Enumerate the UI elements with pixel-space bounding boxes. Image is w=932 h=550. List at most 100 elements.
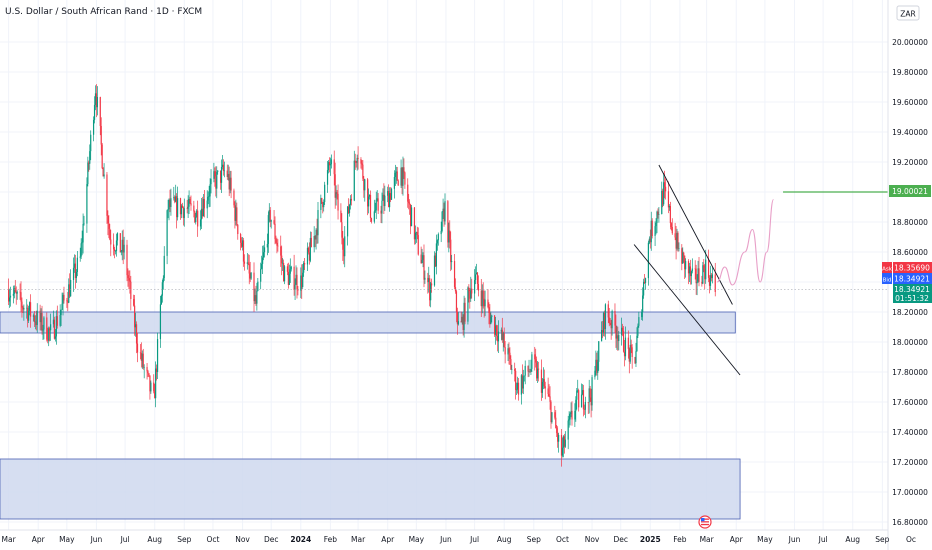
candle[interactable] [170,188,172,216]
candle[interactable] [535,348,537,368]
candle[interactable] [393,170,395,199]
candle[interactable] [7,278,10,305]
candle[interactable] [575,396,577,422]
candle[interactable] [249,261,251,283]
candle[interactable] [286,263,289,276]
candle[interactable] [106,172,108,224]
candle[interactable] [582,384,585,417]
candle[interactable] [473,269,476,302]
candle[interactable] [101,142,103,170]
candle[interactable] [241,237,244,251]
candle[interactable] [461,312,463,325]
candle[interactable] [490,311,492,325]
candle[interactable] [320,194,322,219]
candle[interactable] [221,154,224,170]
candle[interactable] [177,186,179,221]
candle[interactable] [542,367,544,390]
candle[interactable] [549,386,551,410]
candle[interactable] [42,324,44,341]
candle[interactable] [113,246,116,259]
candle[interactable] [123,236,125,260]
candle[interactable] [627,330,629,359]
candle[interactable] [110,229,112,257]
candle[interactable] [223,161,226,178]
candle[interactable] [423,244,425,288]
candle[interactable] [408,193,410,210]
candle[interactable] [350,194,353,206]
candle[interactable] [481,284,483,314]
candle[interactable] [41,305,43,335]
candle[interactable] [203,190,205,218]
candle[interactable] [430,281,432,308]
candle[interactable] [201,196,204,219]
candle[interactable] [522,369,524,395]
candle[interactable] [26,299,28,319]
candle[interactable] [262,245,264,275]
candle[interactable] [628,347,630,374]
candle[interactable] [447,199,449,248]
candle[interactable] [402,156,404,196]
candle[interactable] [29,294,32,328]
candle[interactable] [574,403,576,427]
candle[interactable] [384,185,386,211]
candle[interactable] [219,170,222,190]
candle[interactable] [50,313,52,341]
candle[interactable] [34,315,36,330]
candle[interactable] [677,231,679,252]
candle[interactable] [527,365,529,378]
candle[interactable] [62,292,64,316]
candle[interactable] [711,267,713,284]
candle[interactable] [453,253,456,290]
candle[interactable] [247,254,249,266]
candle[interactable] [577,379,579,393]
candle[interactable] [161,279,163,303]
candle[interactable] [167,199,169,219]
currency-button[interactable] [896,5,920,21]
candle[interactable] [107,210,109,236]
candle[interactable] [183,198,185,227]
candle[interactable] [674,222,676,241]
candle[interactable] [558,432,560,453]
candle[interactable] [429,275,431,307]
candle[interactable] [196,209,198,218]
candle[interactable] [467,286,469,325]
candle[interactable] [168,198,170,221]
candle[interactable] [277,239,279,252]
candle[interactable] [327,159,330,174]
candle[interactable] [708,275,711,294]
candle[interactable] [511,364,513,375]
candle[interactable] [667,181,670,214]
candle[interactable] [520,373,522,405]
candle[interactable] [590,388,592,418]
candle[interactable] [337,184,339,220]
candle[interactable] [209,178,211,207]
candle[interactable] [53,316,56,340]
candle[interactable] [616,325,618,350]
candle[interactable] [267,211,269,253]
candle[interactable] [295,265,297,285]
candle[interactable] [282,258,284,271]
candle[interactable] [621,317,623,346]
candle[interactable] [536,356,538,381]
candle[interactable] [273,210,275,225]
candle[interactable] [76,251,78,277]
candle[interactable] [344,226,346,268]
candle[interactable] [607,300,609,324]
candle[interactable] [516,376,519,394]
candle[interactable] [449,220,451,249]
candle[interactable] [233,188,235,208]
candle[interactable] [413,206,416,245]
candle[interactable] [346,205,349,246]
candle[interactable] [296,267,298,299]
candle[interactable] [29,301,31,316]
candle[interactable] [35,310,37,331]
candle[interactable] [556,425,558,438]
candle[interactable] [547,377,549,397]
symbol-title[interactable]: U.S. Dollar / South African Rand · 1D · … [5,7,202,17]
candle[interactable] [313,226,315,253]
candle[interactable] [455,289,458,323]
candle[interactable] [354,153,356,170]
candle[interactable] [333,150,335,186]
candle[interactable] [554,405,556,420]
candle[interactable] [611,309,613,336]
